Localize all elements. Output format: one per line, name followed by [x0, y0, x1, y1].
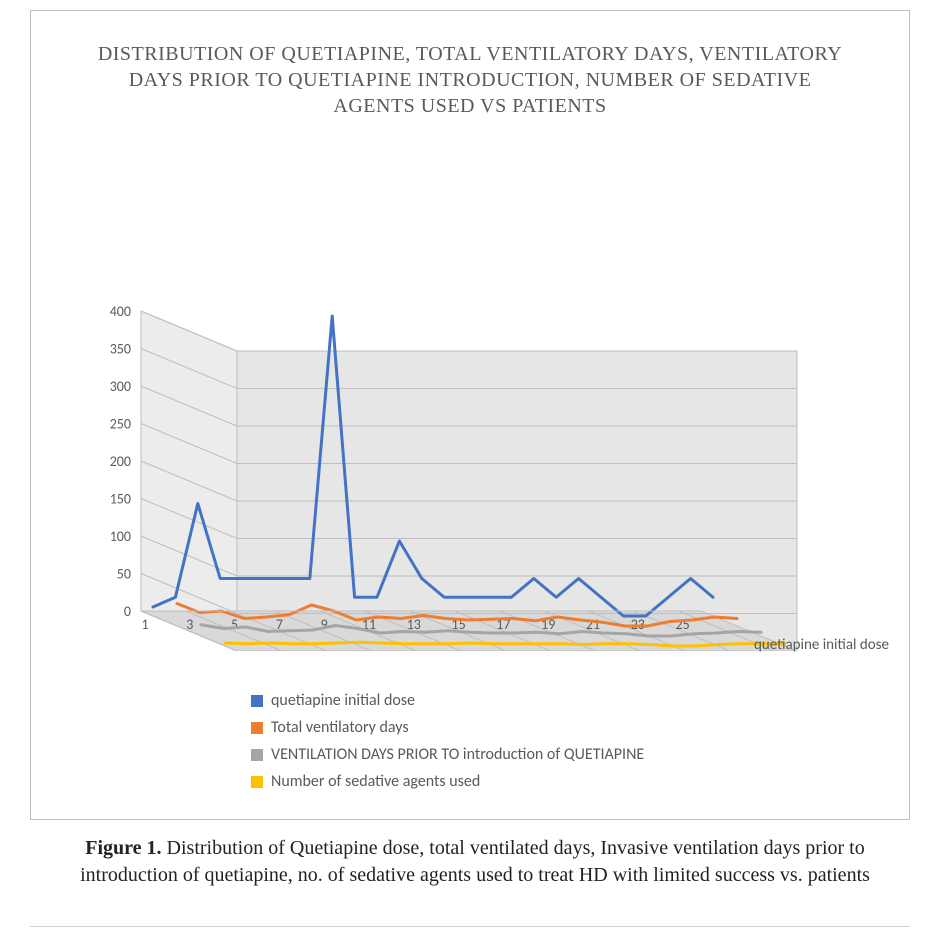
legend-label: quetiapine initial dose: [271, 691, 415, 710]
chart-container: DISTRIBUTION OF QUETIAPINE, TOTAL VENTIL…: [30, 10, 910, 820]
legend-swatch: [251, 722, 263, 734]
svg-text:50: 50: [117, 566, 131, 583]
chart-plot: 0501001502002503003504001357911131517192…: [71, 271, 871, 651]
legend-label: Total ventilatory days: [271, 718, 409, 737]
bottom-divider: [30, 926, 910, 927]
svg-text:300: 300: [110, 378, 131, 395]
legend-swatch: [251, 695, 263, 707]
legend-label: Number of sedative agents used: [271, 772, 480, 791]
chart-title: DISTRIBUTION OF QUETIAPINE, TOTAL VENTIL…: [91, 41, 849, 119]
depth-axis-label: quetiapine initial dose: [754, 636, 889, 654]
legend-swatch: [251, 776, 263, 788]
svg-text:5: 5: [231, 616, 238, 633]
figure-label: Figure 1.: [85, 837, 161, 859]
legend-item: Number of sedative agents used: [251, 772, 811, 791]
page: DISTRIBUTION OF QUETIAPINE, TOTAL VENTIL…: [0, 0, 945, 933]
svg-text:400: 400: [110, 303, 131, 320]
svg-text:350: 350: [110, 341, 131, 358]
svg-text:0: 0: [124, 603, 131, 620]
figure-caption-text: Distribution of Quetiapine dose, total v…: [80, 837, 870, 886]
svg-text:25: 25: [675, 616, 689, 633]
svg-text:3: 3: [186, 616, 193, 633]
legend-item: VENTILATION DAYS PRIOR TO introduction o…: [251, 745, 811, 764]
figure-caption: Figure 1. Distribution of Quetiapine dos…: [60, 835, 890, 889]
chart-svg: 0501001502002503003504001357911131517192…: [71, 271, 871, 651]
svg-text:200: 200: [110, 453, 131, 470]
legend-label: VENTILATION DAYS PRIOR TO introduction o…: [271, 745, 644, 764]
legend-swatch: [251, 749, 263, 761]
chart-legend: quetiapine initial dose Total ventilatory…: [251, 683, 811, 799]
legend-item: Total ventilatory days: [251, 718, 811, 737]
svg-text:1: 1: [141, 616, 148, 633]
svg-text:250: 250: [110, 416, 131, 433]
svg-text:150: 150: [110, 491, 131, 508]
legend-item: quetiapine initial dose: [251, 691, 811, 710]
svg-text:100: 100: [110, 528, 131, 545]
svg-text:9: 9: [321, 616, 328, 633]
